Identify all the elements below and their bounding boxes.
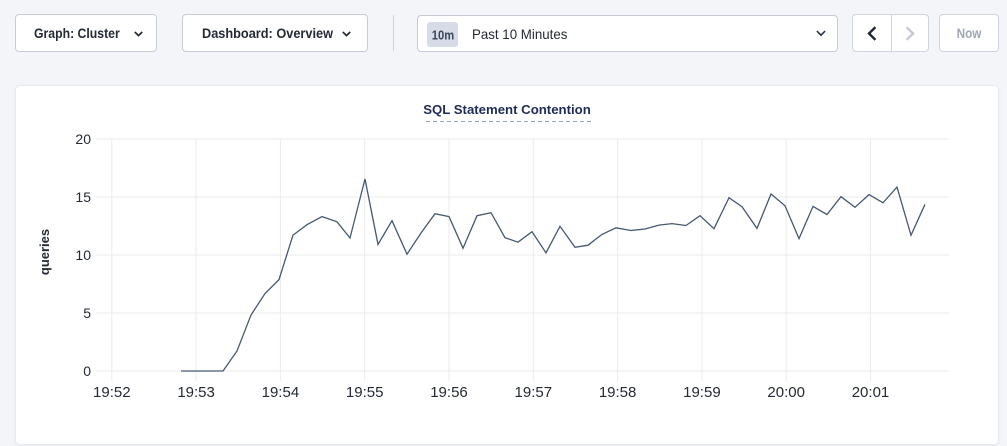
svg-text:0: 0 [83, 363, 91, 379]
svg-text:19:58: 19:58 [599, 384, 637, 401]
svg-text:20: 20 [75, 131, 91, 147]
svg-text:19:53: 19:53 [177, 384, 215, 401]
svg-text:19:55: 19:55 [346, 384, 384, 401]
svg-text:5: 5 [83, 305, 91, 321]
svg-text:19:59: 19:59 [683, 384, 721, 401]
svg-text:19:57: 19:57 [515, 384, 553, 401]
svg-text:19:54: 19:54 [262, 384, 300, 401]
svg-text:10: 10 [75, 247, 91, 263]
svg-text:20:00: 20:00 [767, 384, 805, 401]
svg-text:19:52: 19:52 [93, 384, 131, 401]
svg-text:19:56: 19:56 [430, 384, 468, 401]
svg-text:queries: queries [37, 229, 52, 275]
svg-text:20:01: 20:01 [852, 384, 890, 401]
svg-text:15: 15 [75, 189, 91, 205]
